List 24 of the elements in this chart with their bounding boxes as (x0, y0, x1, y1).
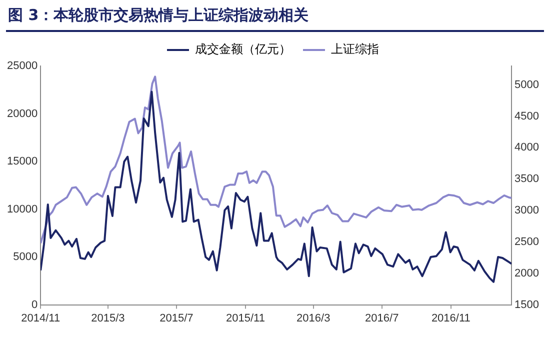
y2-tick-label: 2000 (514, 267, 540, 280)
x-tick-label: 2016/7 (365, 312, 399, 324)
y-tick-label: 20000 (6, 108, 38, 120)
y-tick-label: 25000 (6, 60, 38, 72)
chart-title: 图 3：本轮股市交易热情与上证综指波动相关 (6, 4, 544, 32)
y2-tick-label: 4500 (514, 110, 540, 122)
y2-tick-label: 3000 (514, 204, 540, 217)
y2-tick-label: 2500 (514, 236, 540, 248)
y-tick-label: 15000 (6, 156, 38, 168)
x-tick-label: 2014/11 (21, 312, 60, 324)
x-tick-label: 2015/7 (160, 312, 194, 324)
x-tick-label: 2016/11 (431, 312, 470, 324)
y2-tick-label: 1500 (514, 298, 540, 311)
y-tick-label: 5000 (13, 251, 38, 264)
legend-label: 成交金额（亿元） (195, 42, 291, 56)
x-tick-label: 2015/11 (226, 312, 265, 324)
x-tick-label: 2015/3 (91, 312, 125, 324)
x-tick-label: 2016/3 (296, 312, 330, 324)
y2-tick-label: 4000 (514, 142, 540, 154)
y-tick-label: 0 (31, 298, 38, 311)
legend-label: 上证综指 (331, 42, 379, 56)
y-tick-label: 10000 (6, 203, 38, 216)
y2-tick-label: 5000 (514, 78, 540, 91)
y2-tick-label: 3500 (514, 173, 540, 186)
